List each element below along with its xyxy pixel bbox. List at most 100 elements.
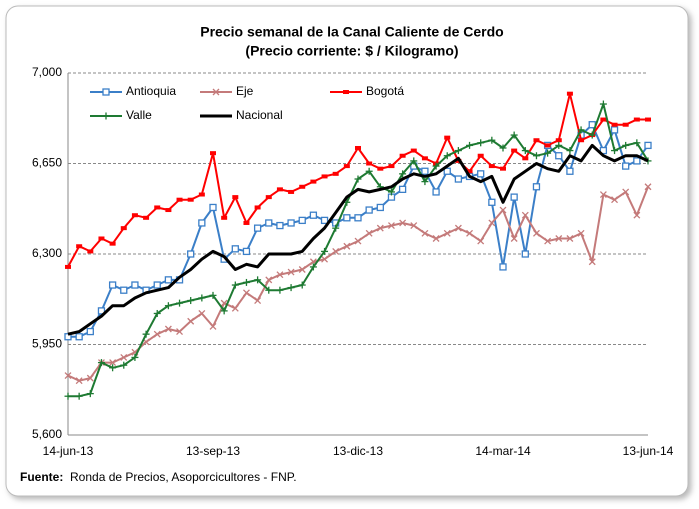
marker	[488, 136, 496, 144]
marker	[410, 148, 417, 153]
legend-label: Valle	[126, 108, 152, 122]
marker	[231, 245, 239, 253]
marker	[421, 156, 428, 161]
marker	[143, 215, 150, 220]
marker	[544, 143, 551, 148]
marker-stroke	[588, 258, 596, 266]
marker	[521, 147, 529, 155]
marker	[499, 263, 507, 271]
marker	[108, 281, 117, 289]
marker	[86, 327, 94, 336]
marker	[398, 185, 407, 194]
marker	[645, 117, 651, 122]
marker-stroke	[599, 191, 607, 198]
marker	[421, 178, 429, 186]
marker	[354, 237, 362, 245]
marker	[97, 359, 105, 367]
marker	[432, 162, 440, 170]
marker	[588, 258, 596, 266]
marker	[142, 330, 150, 338]
marker	[298, 266, 306, 273]
marker-stroke	[131, 348, 139, 356]
marker	[510, 131, 518, 139]
legend-item: Antioquia	[90, 84, 176, 98]
legend-item: Valle	[90, 108, 152, 122]
marker	[533, 229, 540, 237]
y-tick-label: 5,950	[32, 337, 62, 351]
marker	[86, 374, 94, 382]
marker-stroke	[287, 268, 295, 276]
legend-label: Nacional	[236, 108, 283, 122]
marker	[566, 235, 574, 242]
marker	[109, 241, 116, 246]
marker	[97, 307, 106, 315]
marker	[611, 196, 618, 204]
marker	[242, 278, 250, 286]
x-tick-label: 13-sep-13	[186, 444, 240, 458]
marker-stroke	[212, 88, 220, 96]
marker-stroke	[533, 229, 540, 237]
marker	[231, 304, 239, 312]
marker	[321, 247, 329, 255]
marker	[354, 214, 362, 222]
marker	[253, 224, 262, 232]
marker-stroke	[466, 229, 473, 237]
marker-stroke	[187, 317, 195, 325]
marker-stroke	[454, 224, 462, 232]
marker	[600, 117, 607, 122]
marker	[622, 122, 629, 127]
x-tick-label: 13-jun-14	[623, 444, 674, 458]
marker-stroke	[86, 374, 94, 382]
marker	[533, 138, 540, 143]
marker	[544, 149, 552, 157]
marker	[388, 164, 395, 169]
marker	[622, 162, 630, 170]
marker	[421, 229, 429, 237]
marker-stroke	[644, 183, 652, 191]
marker	[64, 372, 72, 379]
marker	[466, 169, 473, 174]
marker	[120, 286, 128, 294]
marker-stroke	[399, 219, 407, 227]
marker	[343, 214, 351, 222]
marker	[120, 361, 128, 369]
marker	[365, 206, 373, 214]
marker	[444, 135, 451, 140]
marker	[287, 284, 295, 292]
marker	[633, 211, 641, 219]
marker	[265, 219, 273, 227]
marker	[153, 281, 161, 289]
marker-stroke	[198, 310, 206, 317]
marker	[109, 359, 117, 367]
marker	[443, 152, 451, 160]
marker	[644, 183, 652, 191]
marker	[131, 213, 138, 218]
marker	[432, 235, 440, 242]
marker	[287, 219, 295, 227]
marker	[131, 281, 139, 289]
legend-label: Bogotá	[366, 84, 404, 98]
marker	[164, 302, 172, 310]
marker	[176, 328, 183, 336]
marker	[376, 203, 384, 212]
marker	[577, 126, 585, 134]
marker	[399, 153, 406, 158]
marker	[309, 263, 317, 271]
marker	[488, 219, 496, 227]
marker	[109, 364, 117, 372]
marker-stroke	[566, 235, 574, 242]
marker	[521, 211, 529, 219]
marker	[521, 250, 529, 258]
marker	[555, 141, 563, 149]
series-line	[67, 143, 649, 336]
marker	[164, 276, 173, 284]
marker	[611, 122, 618, 127]
marker	[75, 392, 83, 400]
marker	[209, 203, 217, 212]
legend-marker	[102, 112, 110, 120]
marker-stroke	[633, 211, 641, 219]
marker	[198, 310, 206, 317]
marker	[599, 100, 607, 108]
marker	[388, 222, 395, 230]
